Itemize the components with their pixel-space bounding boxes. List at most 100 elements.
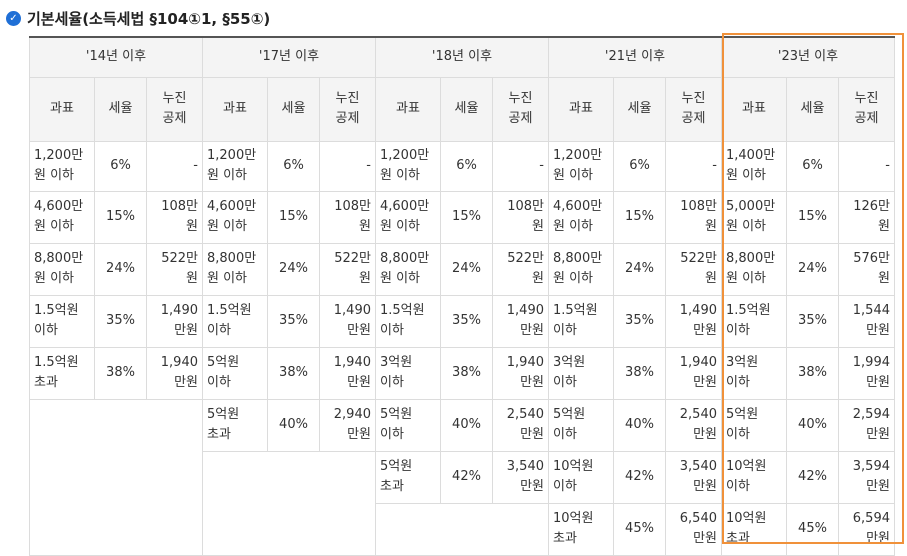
tax-rate-cell: 6%: [267, 140, 320, 192]
tax-base-cell: 5억원 이하: [375, 398, 441, 452]
tax-base-cell: 5억원 이하: [721, 398, 787, 452]
tax-rate-cell: 40%: [440, 398, 493, 452]
empty-cell: [29, 503, 203, 556]
tax-base-cell: 1.5억원 이하: [202, 294, 268, 348]
tax-base-cell: 4,600만 원 이하: [375, 190, 441, 244]
deduction-cell: 6,540 만원: [665, 502, 722, 556]
tax-base-cell: 3억원 이하: [375, 346, 441, 400]
deduction-header: 누진 공제: [319, 76, 376, 142]
tax-base-cell: 10억원 이하: [721, 450, 787, 504]
tax-base-cell: 1,400만 원 이하: [721, 140, 787, 192]
tax-base-cell: 8,800만 원 이하: [375, 242, 441, 296]
deduction-header: 누진 공제: [492, 76, 549, 142]
tax-base-header: 과표: [29, 76, 95, 142]
check-circle-icon: ✓: [6, 10, 21, 26]
empty-cell: [29, 451, 203, 503]
tax-base-cell: 1.5억원 초과: [29, 346, 95, 400]
tax-base-cell: 1,200만 원 이하: [202, 140, 268, 192]
deduction-cell: 522만 원: [492, 242, 549, 296]
tax-table-body: 1,200만 원 이하 6% -1,200만 원 이하 6% -1,200만 원 이하 6% -1…: [29, 140, 895, 556]
table-row: 5억원 초과 40% 2,940 만원 5억원 이하 40% 2,540 만원 5억원 이하 40% 2,…: [29, 398, 895, 452]
tax-base-cell: 1.5억원 이하: [29, 294, 95, 348]
tax-rate-cell: 24%: [267, 242, 320, 296]
deduction-cell: 3,540 만원: [492, 450, 549, 504]
tax-rate-cell: 38%: [267, 346, 320, 400]
tax-rate-cell: 24%: [440, 242, 493, 296]
deduction-cell: 1,940 만원: [665, 346, 722, 400]
tax-rate-cell: 40%: [786, 398, 839, 452]
tax-base-header: 과표: [721, 76, 787, 142]
deduction-cell: 1,490 만원: [665, 294, 722, 348]
deduction-header: 누진 공제: [838, 76, 895, 142]
tax-rate-cell: 15%: [94, 190, 147, 244]
deduction-cell: 1,940 만원: [319, 346, 376, 400]
tax-base-cell: 5억원 초과: [202, 398, 268, 452]
table-row: 8,800만 원 이하 24% 522만 원 8,800만 원 이하 24% 522만 원 8,80…: [29, 242, 895, 296]
tax-rate-cell: 45%: [613, 502, 666, 556]
empty-cell: [202, 451, 376, 503]
tax-rate-table: '14년 이후 '17년 이후 '18년 이후 '21년 이후 '23년 이후 과표 세율…: [29, 36, 895, 556]
table-row: 5억원 초과 42% 3,540 만원 10억원 이하 42% 3,540 만원 10억원 이하 42%…: [29, 450, 895, 504]
tax-rate-header: 세율: [94, 76, 147, 142]
deduction-header: 누진 공제: [146, 76, 203, 142]
tax-rate-cell: 24%: [613, 242, 666, 296]
period-header-row: '14년 이후 '17년 이후 '18년 이후 '21년 이후 '23년 이후: [29, 36, 895, 78]
table-row: 1.5억원 초과 38% 1,940 만원 5억원 이하 38% 1,940 만원 3억원 이하 38%…: [29, 346, 895, 400]
deduction-cell: -: [146, 140, 203, 192]
deduction-cell: 3,594 만원: [838, 450, 895, 504]
deduction-cell: 1,994 만원: [838, 346, 895, 400]
table-row: 4,600만 원 이하 15% 108만 원 4,600만 원 이하 15% 108만 원 4,60…: [29, 190, 895, 244]
tax-base-cell: 8,800만 원 이하: [721, 242, 787, 296]
tax-base-cell: 3억원 이하: [548, 346, 614, 400]
tax-rate-header: 세율: [613, 76, 666, 142]
deduction-cell: 1,940 만원: [492, 346, 549, 400]
table-row: 1,200만 원 이하 6% -1,200만 원 이하 6% -1,200만 원 이하 6% -1…: [29, 140, 895, 192]
tax-rate-cell: 42%: [440, 450, 493, 504]
period-header-4: '23년 이후: [721, 36, 895, 78]
deduction-cell: 576만 원: [838, 242, 895, 296]
tax-base-cell: 8,800만 원 이하: [548, 242, 614, 296]
deduction-cell: -: [319, 140, 376, 192]
deduction-cell: 1,490 만원: [319, 294, 376, 348]
tax-rate-header: 세율: [440, 76, 493, 142]
tax-base-cell: 8,800만 원 이하: [202, 242, 268, 296]
tax-base-cell: 8,800만 원 이하: [29, 242, 95, 296]
tax-rate-cell: 38%: [786, 346, 839, 400]
deduction-cell: 1,544 만원: [838, 294, 895, 348]
tax-base-cell: 1.5억원 이하: [548, 294, 614, 348]
tax-base-cell: 1,200만 원 이하: [548, 140, 614, 192]
tax-base-cell: 10억원 초과: [721, 502, 787, 556]
tax-rate-cell: 15%: [267, 190, 320, 244]
tax-rate-cell: 6%: [613, 140, 666, 192]
tax-rate-cell: 35%: [613, 294, 666, 348]
deduction-cell: 522만 원: [665, 242, 722, 296]
deduction-cell: 108만 원: [665, 190, 722, 244]
deduction-cell: 108만 원: [492, 190, 549, 244]
deduction-cell: -: [492, 140, 549, 192]
deduction-cell: 6,594 만원: [838, 502, 895, 556]
tax-base-cell: 1.5억원 이하: [721, 294, 787, 348]
tax-rate-cell: 15%: [613, 190, 666, 244]
deduction-cell: 2,540 만원: [492, 398, 549, 452]
tax-rate-cell: 15%: [786, 190, 839, 244]
tax-rate-cell: 40%: [267, 398, 320, 452]
tax-rate-cell: 6%: [786, 140, 839, 192]
tax-rate-cell: 6%: [440, 140, 493, 192]
tax-rate-cell: 38%: [94, 346, 147, 400]
deduction-cell: 126만 원: [838, 190, 895, 244]
tax-base-cell: 4,600만 원 이하: [548, 190, 614, 244]
tax-rate-cell: 38%: [440, 346, 493, 400]
tax-base-cell: 10억원 초과: [548, 502, 614, 556]
section-title-text: 기본세율(소득세법 §104①1, §55①): [27, 9, 271, 28]
deduction-cell: 522만 원: [146, 242, 203, 296]
deduction-cell: 2,594 만원: [838, 398, 895, 452]
deduction-cell: 1,940 만원: [146, 346, 203, 400]
period-header-1: '17년 이후: [202, 36, 376, 78]
tax-base-cell: 5억원 초과: [375, 450, 441, 504]
tax-base-cell: 5,000만 원 이하: [721, 190, 787, 244]
tax-rate-cell: 24%: [94, 242, 147, 296]
deduction-cell: 108만 원: [146, 190, 203, 244]
deduction-header: 누진 공제: [665, 76, 722, 142]
tax-rate-cell: 35%: [267, 294, 320, 348]
period-header-3: '21년 이후: [548, 36, 722, 78]
